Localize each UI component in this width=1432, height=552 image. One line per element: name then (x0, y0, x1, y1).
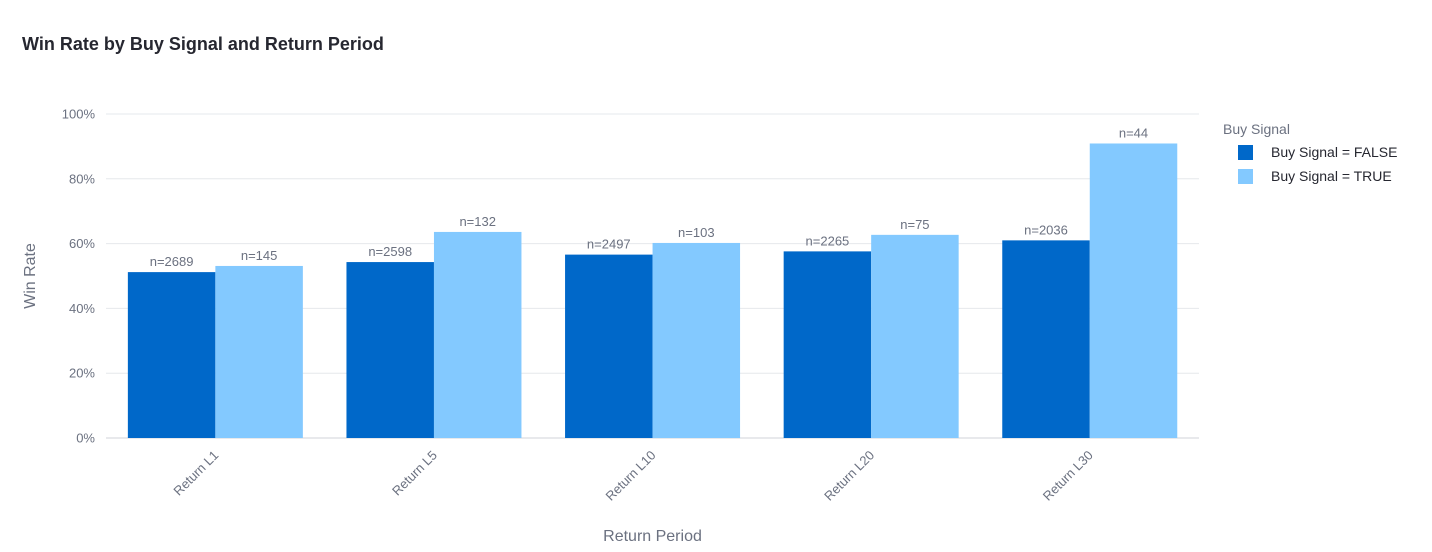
legend-item-label[interactable]: Buy Signal = FALSE (1271, 144, 1397, 160)
x-tick-label: Return L5 (389, 448, 440, 499)
bar (783, 251, 872, 438)
bar (1089, 143, 1178, 438)
bar (346, 262, 434, 438)
bar-data-label: n=2598 (368, 244, 412, 259)
bar (652, 242, 741, 438)
bar (127, 272, 216, 438)
bar (215, 265, 303, 438)
legend-title: Buy Signal (1223, 121, 1290, 137)
data-labels: n=2689 n=2598 n=2497 n=2265 n=2036 n=145 n=132… (150, 125, 1148, 269)
chart-title: Win Rate by Buy Signal and Return Period (22, 34, 384, 54)
bar-data-label: n=2497 (587, 237, 631, 252)
bar (565, 254, 653, 438)
x-axis-title: Return Period (603, 528, 702, 545)
y-tick-label: 20% (69, 366, 95, 381)
y-tick-label: 60% (69, 236, 95, 251)
legend-item-label[interactable]: Buy Signal = TRUE (1271, 168, 1392, 184)
y-axis-title: Win Rate (22, 243, 39, 309)
bar-data-label: n=2265 (806, 233, 850, 248)
y-tick-label: 100% (62, 107, 96, 122)
legend[interactable]: Buy Signal Buy Signal = FALSE Buy Signal =… (1223, 121, 1397, 184)
bar-data-label: n=145 (241, 248, 278, 263)
x-tick-label: Return L10 (603, 448, 659, 504)
legend-swatch[interactable] (1238, 145, 1253, 160)
legend-swatch[interactable] (1238, 169, 1253, 184)
y-tick-label: 40% (69, 301, 95, 316)
x-tick-label: Return L30 (1040, 448, 1096, 504)
bar (1002, 240, 1090, 438)
x-tick-label: Return L20 (821, 448, 877, 504)
bar (871, 234, 959, 438)
bar-data-label: n=2689 (150, 254, 194, 269)
bar (433, 231, 522, 438)
bar-data-label: n=44 (1119, 125, 1148, 140)
bar-data-label: n=75 (900, 217, 929, 232)
x-tick-label: Return L1 (170, 448, 221, 499)
y-tick-label: 0% (76, 431, 95, 446)
y-tick-label: 80% (69, 171, 95, 186)
bar-data-label: n=103 (678, 225, 715, 240)
bar-data-label: n=2036 (1024, 222, 1068, 237)
bars (127, 143, 1178, 438)
bar-data-label: n=132 (459, 214, 496, 229)
